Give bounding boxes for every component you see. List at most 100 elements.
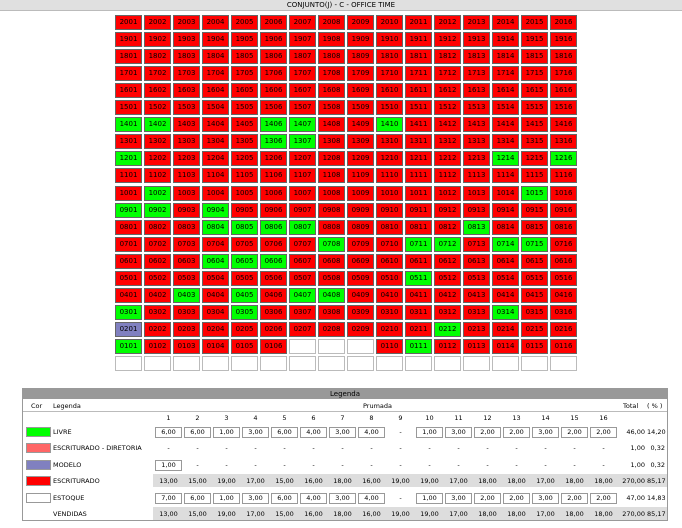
unit-cell[interactable]: 1104: [202, 168, 229, 184]
unit-cell[interactable]: 1502: [144, 100, 171, 116]
unit-cell[interactable]: 2004: [202, 15, 229, 30]
unit-cell[interactable]: 1712: [434, 66, 461, 82]
unit-cell[interactable]: 1602: [144, 83, 171, 99]
unit-cell[interactable]: 1506: [260, 100, 287, 116]
unit-cell[interactable]: 1715: [521, 66, 548, 82]
unit-cell[interactable]: 1310: [376, 134, 403, 150]
unit-cell[interactable]: 1404: [202, 117, 229, 133]
unit-cell[interactable]: 1503: [173, 100, 200, 116]
unit-cell[interactable]: 0706: [260, 236, 287, 252]
unit-cell[interactable]: 1204: [202, 151, 229, 167]
unit-cell[interactable]: 0414: [492, 287, 519, 303]
unit-cell[interactable]: 0315: [521, 304, 548, 320]
unit-cell[interactable]: 0403: [173, 287, 200, 303]
unit-cell[interactable]: 1809: [347, 49, 374, 65]
unit-cell[interactable]: 2005: [231, 15, 258, 30]
unit-cell[interactable]: 1709: [347, 66, 374, 82]
unit-cell[interactable]: 1411: [405, 117, 432, 133]
unit-cell[interactable]: 2013: [463, 15, 490, 30]
unit-cell[interactable]: 1311: [405, 134, 432, 150]
unit-cell[interactable]: 1702: [144, 66, 171, 82]
unit-cell[interactable]: 2003: [173, 15, 200, 30]
unit-cell[interactable]: 1203: [173, 151, 200, 167]
unit-cell[interactable]: 1308: [318, 134, 345, 150]
unit-cell[interactable]: 0815: [521, 219, 548, 235]
unit-cell[interactable]: 0111: [405, 338, 432, 354]
unit-cell[interactable]: 0906: [260, 202, 287, 218]
unit-cell[interactable]: 1816: [550, 49, 577, 65]
unit-cell[interactable]: 1508: [318, 100, 345, 116]
unit-cell[interactable]: 0613: [463, 253, 490, 269]
unit-cell[interactable]: 1013: [463, 185, 490, 201]
unit-cell[interactable]: 0615: [521, 253, 548, 269]
unit-cell[interactable]: 0201: [115, 321, 142, 337]
unit-cell[interactable]: 1811: [405, 49, 432, 65]
unit-cell[interactable]: 0313: [463, 304, 490, 320]
unit-cell[interactable]: 1201: [115, 151, 142, 167]
unit-cell[interactable]: 0616: [550, 253, 577, 269]
unit-cell[interactable]: 1603: [173, 83, 200, 99]
unit-cell[interactable]: 1208: [318, 151, 345, 167]
unit-cell[interactable]: 2008: [318, 15, 345, 30]
unit-cell[interactable]: 1015: [521, 185, 548, 201]
unit-cell[interactable]: 1815: [521, 49, 548, 65]
unit-cell[interactable]: 1516: [550, 100, 577, 116]
unit-cell[interactable]: 1614: [492, 83, 519, 99]
unit-cell[interactable]: 1703: [173, 66, 200, 82]
unit-cell[interactable]: 1713: [463, 66, 490, 82]
unit-cell[interactable]: 0909: [347, 202, 374, 218]
unit-cell[interactable]: 1210: [376, 151, 403, 167]
unit-cell[interactable]: 1605: [231, 83, 258, 99]
unit-cell[interactable]: 1003: [173, 185, 200, 201]
unit-cell[interactable]: 0105: [231, 338, 258, 354]
unit-cell[interactable]: 0205: [231, 321, 258, 337]
unit-cell[interactable]: 1711: [405, 66, 432, 82]
unit-cell[interactable]: 0102: [144, 338, 171, 354]
unit-cell[interactable]: 0603: [173, 253, 200, 269]
unit-cell[interactable]: 1103: [173, 168, 200, 184]
unit-cell[interactable]: 1008: [318, 185, 345, 201]
unit-cell[interactable]: 0213: [463, 321, 490, 337]
unit-cell[interactable]: 1213: [463, 151, 490, 167]
unit-cell[interactable]: 0110: [376, 338, 403, 354]
unit-cell[interactable]: 1608: [318, 83, 345, 99]
unit-cell[interactable]: 1212: [434, 151, 461, 167]
unit-cell[interactable]: 0407: [289, 287, 316, 303]
unit-cell[interactable]: 0303: [173, 304, 200, 320]
unit-cell[interactable]: 1304: [202, 134, 229, 150]
unit-cell[interactable]: 1410: [376, 117, 403, 133]
unit-cell[interactable]: 0915: [521, 202, 548, 218]
unit-cell[interactable]: 1912: [434, 32, 461, 48]
unit-cell[interactable]: 1416: [550, 117, 577, 133]
unit-cell[interactable]: 0516: [550, 270, 577, 286]
unit-cell[interactable]: 1714: [492, 66, 519, 82]
unit-cell[interactable]: 0914: [492, 202, 519, 218]
unit-cell[interactable]: 0816: [550, 219, 577, 235]
unit-cell[interactable]: 0602: [144, 253, 171, 269]
unit-cell[interactable]: 0907: [289, 202, 316, 218]
unit-cell[interactable]: 0604: [202, 253, 229, 269]
unit-cell[interactable]: 1113: [463, 168, 490, 184]
unit-cell[interactable]: 0512: [434, 270, 461, 286]
unit-cell[interactable]: 0314: [492, 304, 519, 320]
unit-cell[interactable]: 0814: [492, 219, 519, 235]
unit-cell[interactable]: 1102: [144, 168, 171, 184]
unit-cell[interactable]: 0508: [318, 270, 345, 286]
unit-cell[interactable]: 0806: [260, 219, 287, 235]
unit-cell[interactable]: 1909: [347, 32, 374, 48]
unit-cell[interactable]: 1011: [405, 185, 432, 201]
unit-cell[interactable]: 0804: [202, 219, 229, 235]
unit-cell[interactable]: 1501: [115, 100, 142, 116]
unit-cell[interactable]: 0304: [202, 304, 229, 320]
unit-cell[interactable]: 0412: [434, 287, 461, 303]
unit-cell[interactable]: 0504: [202, 270, 229, 286]
unit-cell[interactable]: 0307: [289, 304, 316, 320]
unit-cell[interactable]: 0104: [202, 338, 229, 354]
unit-cell[interactable]: 2010: [376, 15, 403, 30]
unit-cell[interactable]: 1908: [318, 32, 345, 48]
unit-cell[interactable]: 1002: [144, 185, 171, 201]
unit-cell[interactable]: 1604: [202, 83, 229, 99]
unit-cell[interactable]: 1012: [434, 185, 461, 201]
unit-cell[interactable]: 0106: [260, 338, 287, 354]
unit-cell[interactable]: 0101: [115, 338, 142, 354]
